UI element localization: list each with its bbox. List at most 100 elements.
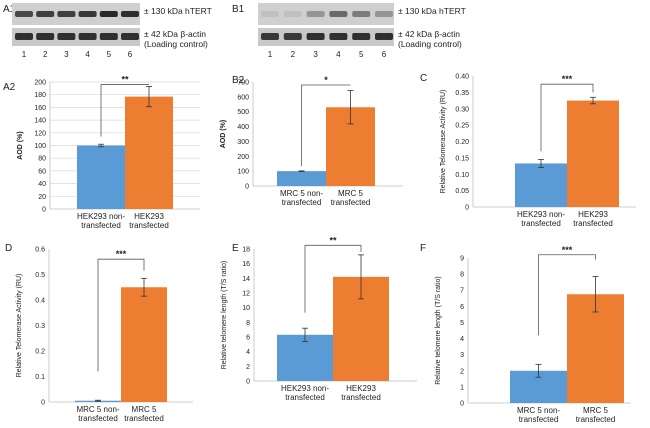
chart-E: E 0 2 4 6 8 10 12 14 16 18 Relative telomere length…: [221, 235, 417, 402]
x-tick-label-line2: transfected: [573, 219, 613, 228]
y-tick-label: 14: [242, 276, 250, 283]
y-tick-label: 0: [460, 401, 464, 408]
target-band: [329, 11, 348, 17]
y-tick-label: 9: [460, 256, 464, 263]
target-band-label: ± 130 kDa hTERT: [398, 6, 466, 16]
y-tick-label: 0.30: [455, 106, 469, 113]
significance-marker: *: [324, 75, 328, 85]
target-band: [121, 11, 139, 17]
x-tick-label: MRC 5: [583, 406, 608, 415]
x-tick-label-line2: transfected: [129, 221, 169, 230]
lane-number: 3: [64, 50, 69, 59]
y-tick-label: 2: [246, 364, 250, 371]
y-tick-label: 300: [237, 139, 249, 146]
y-tick-label: 20: [38, 194, 46, 201]
y-tick-label: 180: [34, 92, 46, 99]
y-tick-label: 0: [465, 205, 469, 212]
significance-bracket: [100, 84, 149, 137]
y-tick-label: 0.3: [35, 323, 45, 330]
y-tick-label: 0.4: [35, 298, 45, 305]
control-band: [36, 33, 55, 40]
y-tick-label: 2: [460, 368, 464, 375]
significance-bracket: [97, 258, 145, 372]
significance-bracket: [301, 84, 351, 166]
control-band: [306, 33, 325, 40]
x-tick-label-line2: transfected: [285, 393, 325, 402]
y-tick-label: 0.15: [455, 155, 469, 162]
chart-panel-label: E: [232, 243, 239, 254]
y-tick-label: 0: [245, 184, 249, 191]
x-tick-label: HEK293: [134, 212, 164, 221]
y-tick-label: 140: [34, 118, 46, 125]
bar-non-transfected: [277, 334, 333, 381]
significance-marker: **: [121, 75, 129, 85]
control-band-strip: [258, 28, 394, 46]
y-tick-label: 6: [246, 335, 250, 342]
y-tick-label: 5: [460, 320, 464, 327]
y-tick-label: 100: [237, 169, 249, 176]
control-band: [329, 33, 348, 40]
western-blot-A1: A1 1 2 3 4 5 6 ± 130 kDa hTERT ± 42 kDa β-actin(…: [3, 3, 212, 59]
x-tick-label-line2: transfected: [519, 415, 559, 424]
y-tick-label: 16: [242, 261, 250, 268]
y-tick-label: 0.2: [35, 349, 45, 356]
control-band-label: ± 42 kDa β-actin: [398, 29, 460, 39]
bar-transfected: [567, 294, 624, 403]
y-tick-label: 60: [38, 168, 46, 175]
lane-number: 5: [359, 50, 364, 59]
target-band-strip: [258, 3, 394, 25]
chart-panel-label: C: [420, 73, 427, 84]
significance-bracket: [540, 83, 594, 152]
control-band-label: ± 42 kDa β-actin: [144, 29, 206, 39]
chart-A2: A2 0 20 40 60 80 100 120 140 160 180 200 AOD (%) HEK2…: [3, 75, 200, 230]
y-tick-label: 3: [460, 352, 464, 359]
y-tick-label: 200: [237, 154, 249, 161]
chart-panel-label: A2: [3, 82, 16, 93]
target-band: [99, 11, 118, 17]
chart-panel-label: D: [5, 243, 12, 254]
significance-bracket: [304, 244, 362, 313]
y-tick-label: 0: [42, 207, 46, 214]
lane-number: 1: [268, 50, 273, 59]
x-tick-label: MRC 5 non-: [280, 189, 323, 198]
y-tick-label: 0.10: [455, 172, 469, 179]
target-band: [352, 11, 371, 17]
control-band-label-2: (Loading control): [144, 39, 208, 49]
bar-non-transfected: [77, 145, 125, 209]
y-tick-label: 6: [460, 304, 464, 311]
y-tick-label: 0.6: [35, 247, 45, 254]
y-tick-label: 80: [38, 156, 46, 163]
lane-number: 4: [336, 50, 341, 59]
significance-marker: ***: [562, 74, 573, 84]
y-tick-label: 0.1: [35, 374, 45, 381]
y-tick-label: 200: [34, 80, 46, 87]
control-band-strip: [12, 28, 140, 46]
x-tick-label: HEK293: [578, 210, 608, 219]
chart-panel-label: B2: [232, 75, 245, 86]
lane-number: 4: [85, 50, 90, 59]
y-tick-label: 0.20: [455, 139, 469, 146]
y-tick-label: 160: [34, 105, 46, 112]
control-band: [261, 33, 279, 40]
y-tick-label: 100: [34, 143, 46, 150]
target-band: [15, 11, 33, 17]
y-tick-label: 0.5: [35, 272, 45, 279]
y-tick-label: 0: [246, 379, 250, 386]
chart-D: D 0 0.1 0.2 0.3 0.4 0.5 0.6 Relative Telomerase …: [5, 243, 193, 423]
x-tick-label: MRC 5: [132, 405, 157, 414]
y-tick-label: 0.05: [455, 188, 469, 195]
chart-panel-label: F: [420, 243, 426, 254]
lane-number: 6: [128, 50, 133, 59]
y-tick-label: 10: [242, 305, 250, 312]
x-tick-label: HEK293 non-: [77, 212, 125, 221]
target-band-strip: [12, 3, 140, 25]
y-tick-label: 0: [41, 400, 45, 407]
y-axis-label: AOD (%): [17, 131, 24, 159]
x-tick-label: MRC 5 non-: [76, 405, 119, 414]
blot-panel-label: B1: [232, 4, 245, 15]
control-band: [375, 33, 393, 40]
y-tick-label: 8: [246, 320, 250, 327]
control-band: [283, 33, 302, 40]
chart-B2: B2 0 100 200 300 400 500 600 700 AOD (%) MRC 5 non…: [220, 75, 403, 207]
x-tick-label: HEK293 non-: [517, 210, 565, 219]
